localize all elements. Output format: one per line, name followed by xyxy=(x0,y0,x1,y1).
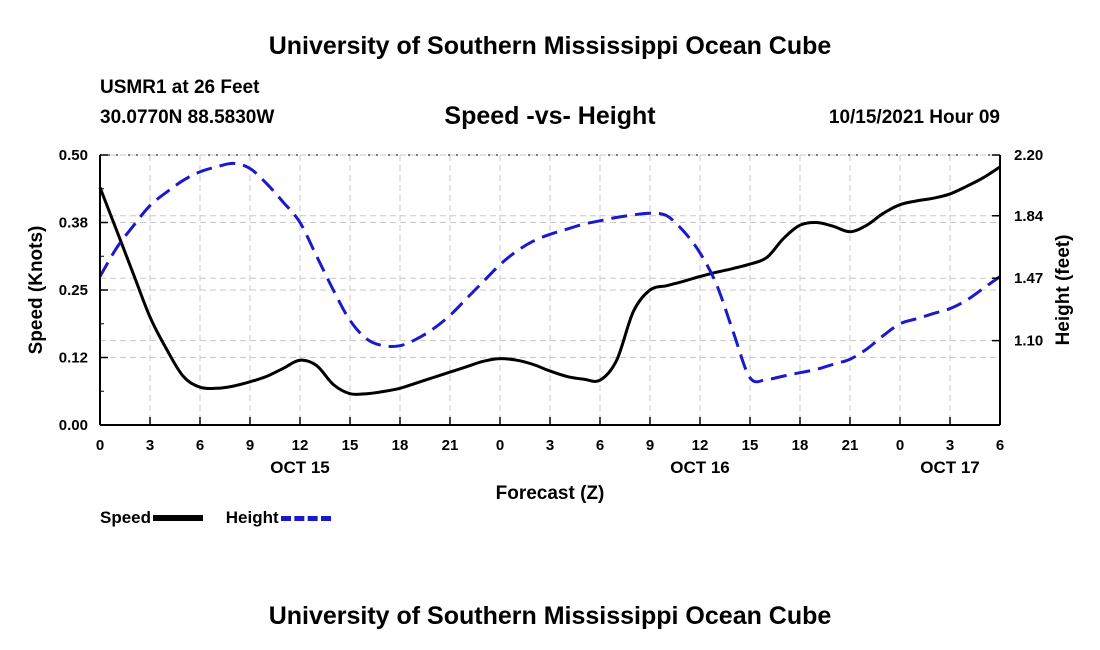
coordinates-label: 30.0770N 88.5830W xyxy=(100,107,275,128)
x-tick-label: 15 xyxy=(342,437,359,454)
x-tick-label: 15 xyxy=(742,437,759,454)
x-tick-label: 9 xyxy=(246,437,254,454)
y-right-tick-label: 2.20 xyxy=(1014,147,1043,164)
legend-item-height: Height xyxy=(226,508,331,528)
legend-swatch-speed xyxy=(153,515,204,521)
speed-height-chart: 0 3 6 9 12 15 18 21 0 3 6 9 12 15 18 21 0 3 6 OCT 15 OCT 16 O… xyxy=(59,147,1044,477)
legend: Speed Height xyxy=(100,508,349,528)
date-label: OCT 17 xyxy=(920,458,980,477)
grid xyxy=(100,154,1000,425)
x-tick-label: 6 xyxy=(996,437,1004,454)
y-right-tick-label: 1.47 xyxy=(1014,270,1043,287)
y-left-axis-title: Speed (Knots) xyxy=(26,225,47,355)
x-tick-label: 0 xyxy=(96,437,104,454)
plot-lines xyxy=(98,161,1001,396)
y-right-tick-label: 1.10 xyxy=(1014,333,1043,350)
x-tick-label: 3 xyxy=(946,437,954,454)
y-left-tick-label: 0.38 xyxy=(59,215,88,232)
x-tick-label: 21 xyxy=(842,437,859,454)
y-right-axis-title: Height (feet) xyxy=(1053,234,1074,346)
legend-item-speed: Speed xyxy=(100,508,204,528)
y-left-tick-label: 0.50 xyxy=(59,147,88,164)
y-left-tick-label: 0.12 xyxy=(59,350,88,367)
x-tick-label: 18 xyxy=(392,437,409,454)
x-tick-label: 12 xyxy=(292,437,309,454)
x-tick-label: 6 xyxy=(196,437,204,454)
station-label: USMR1 at 26 Feet xyxy=(100,77,260,98)
x-tick-label: 9 xyxy=(646,437,654,454)
timestamp-label: 10/15/2021 Hour 09 xyxy=(828,107,1000,128)
date-label: OCT 15 xyxy=(270,458,330,477)
ticks: 0 3 6 9 12 15 18 21 0 3 6 9 12 15 18 21 0 3 6 OCT 15 OCT 16 O… xyxy=(59,147,1044,477)
series-line-speed xyxy=(98,165,1001,396)
footer-title: University of Southern Mississippi Ocean… xyxy=(268,602,832,630)
chart-title: Speed -vs- Height xyxy=(444,102,656,130)
legend-label-speed: Speed xyxy=(100,508,152,527)
y-left-tick-label: 0.25 xyxy=(59,282,88,299)
x-tick-label: 3 xyxy=(146,437,154,454)
y-right-tick-label: 1.84 xyxy=(1014,208,1044,225)
x-tick-label: 0 xyxy=(896,437,904,454)
x-tick-label: 3 xyxy=(546,437,554,454)
x-tick-label: 21 xyxy=(442,437,459,454)
page-title: University of Southern Mississippi Ocean… xyxy=(268,32,832,60)
x-tick-label: 0 xyxy=(496,437,504,454)
x-tick-label: 6 xyxy=(596,437,604,454)
legend-label-height: Height xyxy=(225,508,279,527)
x-axis-title: Forecast (Z) xyxy=(495,483,605,504)
date-label: OCT 16 xyxy=(670,458,730,477)
x-tick-label: 12 xyxy=(692,437,709,454)
series-line-height xyxy=(98,161,1001,384)
y-left-tick-label: 0.00 xyxy=(59,417,88,434)
legend-swatch-height xyxy=(280,515,331,521)
x-tick-label: 18 xyxy=(792,437,809,454)
